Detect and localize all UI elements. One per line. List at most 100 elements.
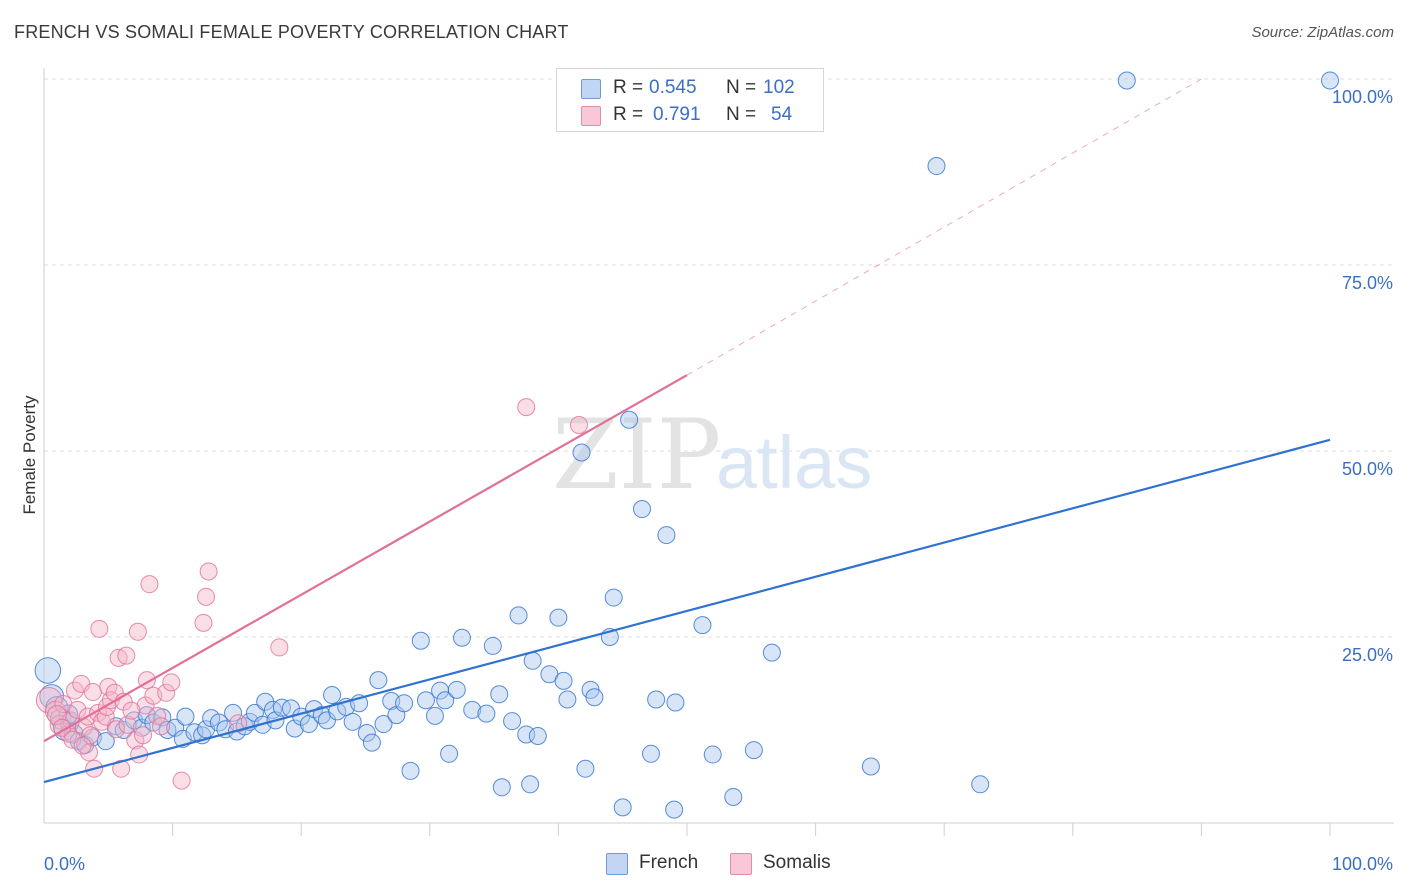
somalis-point-13 xyxy=(83,683,102,702)
legend-r-label-somalis: R = xyxy=(613,104,644,125)
french-point-96 xyxy=(703,745,722,764)
french-point-58 xyxy=(411,631,430,650)
french-point-68 xyxy=(483,636,502,655)
french-point-81 xyxy=(572,443,591,462)
french-point-37 xyxy=(272,698,291,717)
somalis-point-47 xyxy=(517,398,536,417)
bottom-legend-label-french: French xyxy=(639,852,699,873)
french-point-91 xyxy=(647,690,666,709)
french-point-70 xyxy=(492,778,511,797)
somalis-point-27 xyxy=(117,646,136,665)
french-trend-line xyxy=(43,438,1331,784)
somalis-trend-line xyxy=(43,374,688,743)
french-point-93 xyxy=(666,693,685,712)
french-point-76 xyxy=(528,726,547,745)
french-point-86 xyxy=(604,588,623,607)
french-point-100 xyxy=(861,757,880,776)
y-tick-label-100: 100.0% xyxy=(1332,87,1393,107)
somalis-point-23 xyxy=(107,720,126,739)
french-point-89 xyxy=(632,500,651,519)
french-point-0 xyxy=(34,657,62,684)
french-point-92 xyxy=(657,526,676,545)
french-point-21 xyxy=(176,707,195,726)
french-point-60 xyxy=(425,706,444,725)
french-point-62 xyxy=(436,691,455,710)
french-point-10 xyxy=(96,732,115,751)
french-point-75 xyxy=(523,651,542,670)
somalis-point-45 xyxy=(229,714,248,733)
french-point-98 xyxy=(744,741,763,760)
french-point-102 xyxy=(971,775,990,794)
somalis-point-16 xyxy=(90,619,109,638)
french-point-57 xyxy=(401,761,420,780)
french-point-67 xyxy=(477,704,496,723)
somalis-series xyxy=(35,398,588,790)
french-point-82 xyxy=(576,759,595,778)
somalis-point-42 xyxy=(194,613,213,632)
french-point-95 xyxy=(693,616,712,635)
legend-n-value-somalis: 54 xyxy=(771,104,793,125)
french-point-46 xyxy=(328,702,347,721)
french-point-104 xyxy=(1321,71,1339,90)
french-point-59 xyxy=(416,691,435,710)
french-point-44 xyxy=(317,711,336,730)
x-axis-ticks xyxy=(172,823,1331,836)
french-point-80 xyxy=(558,690,577,709)
somalis-point-41 xyxy=(172,771,191,790)
french-point-99 xyxy=(762,643,781,662)
y-tick-label-25: 25.0% xyxy=(1342,645,1393,665)
french-point-64 xyxy=(447,680,466,699)
y-axis-tick-labels: 25.0% 50.0% 75.0% 100.0% xyxy=(1332,87,1393,665)
french-point-65 xyxy=(452,628,471,647)
somalis-point-32 xyxy=(134,726,153,745)
french-point-79 xyxy=(554,671,573,690)
french-point-66 xyxy=(463,700,482,719)
watermark-atlas: atlas xyxy=(716,421,872,504)
somalis-point-48 xyxy=(569,415,588,434)
legend-n-value-french: 102 xyxy=(763,77,795,98)
french-point-69 xyxy=(490,685,509,704)
correlation-legend: R = 0.545 N = 102 R = 0.791 N = 54 xyxy=(556,68,824,132)
somalis-point-46 xyxy=(270,638,289,657)
watermark: ZIP atlas xyxy=(552,399,872,511)
watermark-zip: ZIP xyxy=(552,399,721,511)
source-note: Source: ZipAtlas.com xyxy=(1251,24,1394,41)
french-series xyxy=(34,71,1339,819)
somalis-trend-extension xyxy=(686,78,1202,376)
french-point-97 xyxy=(724,787,743,806)
somalis-point-43 xyxy=(197,587,216,606)
french-point-84 xyxy=(585,688,604,707)
grid-lines xyxy=(44,78,1394,638)
bottom-legend-swatch-somalis xyxy=(730,853,752,875)
french-point-94 xyxy=(665,800,684,819)
french-point-74 xyxy=(521,775,540,794)
french-point-53 xyxy=(374,715,393,734)
legend-swatch-somalis xyxy=(581,106,601,126)
bottom-legend-swatch-french xyxy=(606,853,628,875)
french-point-43 xyxy=(312,706,331,725)
legend-swatch-french xyxy=(581,79,601,99)
bottom-legend-label-somalis: Somalis xyxy=(763,852,831,873)
somalis-point-38 xyxy=(152,717,171,736)
french-point-87 xyxy=(620,410,639,429)
y-tick-label-50: 50.0% xyxy=(1342,459,1393,479)
french-point-103 xyxy=(1117,71,1136,90)
somalis-point-25 xyxy=(112,759,131,778)
french-point-45 xyxy=(323,686,342,705)
somalis-point-18 xyxy=(96,707,115,726)
legend-r-value-somalis: 0.791 xyxy=(653,104,701,125)
somalis-point-51 xyxy=(63,730,82,749)
somalis-point-28 xyxy=(118,715,137,734)
somalis-point-52 xyxy=(73,736,92,755)
somalis-point-40 xyxy=(162,673,181,692)
french-point-56 xyxy=(395,694,414,713)
french-point-101 xyxy=(927,157,946,176)
french-point-28 xyxy=(224,703,243,722)
french-point-50 xyxy=(357,723,376,742)
french-point-90 xyxy=(641,744,660,763)
legend-r-label-french: R = xyxy=(613,77,644,98)
y-tick-label-75: 75.0% xyxy=(1342,273,1393,293)
somalis-point-35 xyxy=(140,575,159,594)
french-point-52 xyxy=(369,671,388,690)
